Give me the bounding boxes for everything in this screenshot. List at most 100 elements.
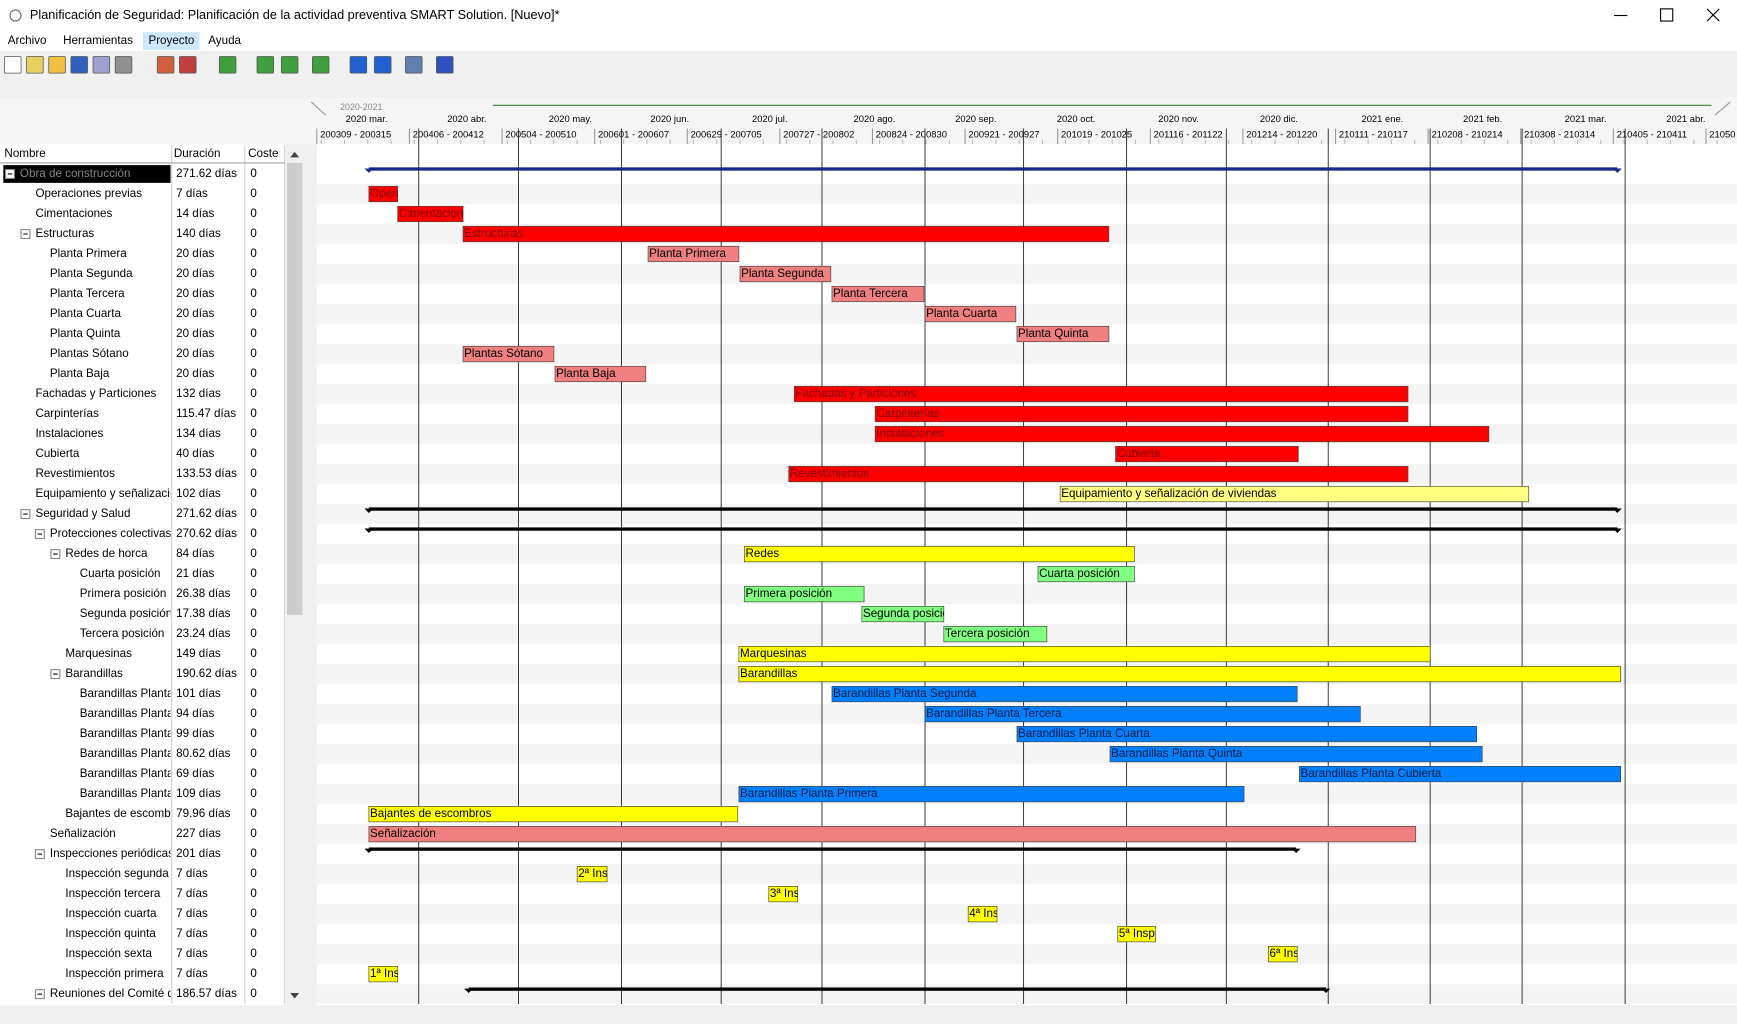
task-bar[interactable] bbox=[462, 345, 555, 363]
task-name[interactable]: Planta Baja bbox=[50, 367, 110, 380]
column-header[interactable]: Coste bbox=[248, 147, 278, 160]
task-name[interactable]: Barandillas Planta T bbox=[80, 707, 184, 720]
column-header[interactable]: Nombre bbox=[4, 147, 45, 160]
task-name[interactable]: Inspección primera bbox=[65, 967, 164, 980]
toolbar-button[interactable] bbox=[436, 56, 454, 74]
task-bar[interactable] bbox=[924, 705, 1361, 723]
menu-item[interactable]: Ayuda bbox=[208, 34, 241, 47]
task-name[interactable]: Reuniones del Comité de bbox=[50, 987, 181, 1000]
task-bar[interactable] bbox=[1059, 485, 1530, 503]
task-bar[interactable] bbox=[744, 545, 1135, 563]
task-bar[interactable] bbox=[1115, 445, 1299, 463]
task-bar[interactable] bbox=[576, 866, 608, 883]
task-bar[interactable] bbox=[924, 305, 1017, 323]
task-name[interactable]: Cimentaciones bbox=[35, 207, 112, 220]
task-bar[interactable] bbox=[744, 585, 865, 603]
scrollbar-thumb[interactable] bbox=[286, 162, 303, 616]
toolbar-button[interactable] bbox=[349, 56, 368, 74]
toolbar-button[interactable] bbox=[374, 56, 392, 74]
task-bar[interactable] bbox=[1037, 565, 1135, 583]
task-name[interactable]: Tercera posición bbox=[80, 627, 165, 640]
task-bar[interactable] bbox=[793, 385, 1409, 403]
task-bar[interactable] bbox=[943, 625, 1048, 643]
task-bar[interactable] bbox=[368, 826, 1417, 843]
task-bar[interactable] bbox=[738, 645, 1431, 663]
maximize-button[interactable] bbox=[1660, 8, 1674, 22]
toolbar-button[interactable] bbox=[256, 56, 275, 74]
task-name[interactable]: Inspección quinta bbox=[65, 927, 156, 940]
toolbar-button[interactable] bbox=[26, 56, 44, 74]
task-bar[interactable] bbox=[1016, 725, 1478, 743]
task-name[interactable]: Planta Primera bbox=[50, 247, 127, 260]
task-name[interactable]: Estructuras bbox=[35, 227, 94, 240]
task-name[interactable]: Barandillas Planta P bbox=[80, 787, 185, 800]
task-name[interactable]: Barandillas Planta Q bbox=[80, 747, 186, 760]
task-name[interactable]: Marquesinas bbox=[65, 647, 132, 660]
task-name[interactable]: Redes de horca bbox=[65, 547, 148, 560]
task-name[interactable]: Inspección cuarta bbox=[65, 907, 157, 920]
task-name[interactable]: Inspecciones periódicas ( bbox=[50, 847, 181, 860]
task-bar[interactable] bbox=[462, 225, 1110, 243]
task-bar[interactable] bbox=[1109, 746, 1483, 763]
task-bar[interactable] bbox=[368, 806, 739, 823]
task-bar[interactable] bbox=[1117, 926, 1156, 943]
toolbar-button[interactable] bbox=[405, 56, 423, 74]
scroll-down[interactable] bbox=[290, 992, 300, 999]
task-bar[interactable] bbox=[1268, 946, 1298, 963]
column-header[interactable]: Duración bbox=[174, 147, 221, 160]
task-bar[interactable] bbox=[368, 185, 399, 203]
task-bar[interactable] bbox=[738, 665, 1622, 683]
task-name[interactable]: Inspección segunda bbox=[65, 867, 169, 880]
task-bar[interactable] bbox=[831, 685, 1298, 703]
task-name[interactable]: Bajantes de escombro bbox=[65, 807, 181, 820]
toolbar-button[interactable] bbox=[280, 56, 299, 74]
task-name[interactable]: Barandillas bbox=[65, 667, 123, 680]
timeline-arrows[interactable] bbox=[310, 101, 1731, 116]
task-name[interactable]: Cubierta bbox=[35, 447, 79, 460]
task-bar[interactable] bbox=[647, 245, 740, 263]
task-name[interactable]: Fachadas y Particiones bbox=[35, 387, 156, 400]
toolbar-button[interactable] bbox=[92, 56, 111, 74]
task-bar[interactable] bbox=[1299, 766, 1622, 783]
task-bar[interactable] bbox=[554, 365, 647, 383]
task-name[interactable]: Planta Cuarta bbox=[50, 307, 122, 320]
task-name[interactable]: Protecciones colectivas bbox=[50, 527, 172, 540]
task-name[interactable]: Barandillas Planta C bbox=[80, 767, 185, 780]
task-name[interactable]: Plantas Sótano bbox=[50, 347, 129, 360]
menu-item[interactable]: Proyecto bbox=[148, 34, 194, 47]
toolbar-button[interactable] bbox=[70, 56, 88, 74]
task-name[interactable]: Obra de construcción bbox=[20, 167, 130, 180]
task-bar[interactable] bbox=[874, 405, 1409, 423]
task-name[interactable]: Carpinterías bbox=[35, 407, 98, 420]
task-bar[interactable] bbox=[967, 906, 998, 923]
toolbar-button[interactable] bbox=[156, 56, 175, 74]
task-name[interactable]: Inspección tercera bbox=[65, 887, 161, 900]
toolbar-button[interactable] bbox=[179, 56, 197, 74]
task-name[interactable]: Planta Tercera bbox=[50, 287, 125, 300]
task-name[interactable]: Inspección sexta bbox=[65, 947, 152, 960]
task-bar[interactable] bbox=[397, 205, 464, 223]
task-bar[interactable] bbox=[788, 465, 1409, 483]
task-bar[interactable] bbox=[831, 285, 925, 303]
task-name[interactable]: Planta Quinta bbox=[50, 327, 121, 340]
task-name[interactable]: Operaciones previas bbox=[35, 187, 142, 200]
task-name[interactable]: Barandillas Planta S bbox=[80, 687, 185, 700]
close-button[interactable] bbox=[1706, 8, 1720, 22]
task-bar[interactable] bbox=[739, 265, 832, 283]
task-name[interactable]: Segunda posición bbox=[80, 607, 172, 620]
task-name[interactable]: Primera posición bbox=[80, 587, 167, 600]
menu-item[interactable]: Archivo bbox=[8, 34, 47, 47]
menu-item[interactable]: Herramientas bbox=[63, 34, 133, 47]
task-name[interactable]: Señalización bbox=[50, 827, 116, 840]
task-bar[interactable] bbox=[738, 786, 1245, 803]
task-name[interactable]: Cuarta posición bbox=[80, 567, 161, 580]
task-bar[interactable] bbox=[768, 886, 798, 903]
toolbar-button[interactable] bbox=[48, 56, 66, 74]
task-name[interactable]: Barandillas Planta C bbox=[80, 727, 185, 740]
task-name[interactable]: Planta Segunda bbox=[50, 267, 133, 280]
toolbar-button[interactable] bbox=[218, 56, 237, 74]
task-bar[interactable] bbox=[861, 605, 945, 623]
task-name[interactable]: Equipamiento y señalización bbox=[35, 487, 182, 500]
task-bar[interactable] bbox=[874, 425, 1490, 443]
task-name[interactable]: Seguridad y Salud bbox=[35, 507, 130, 520]
